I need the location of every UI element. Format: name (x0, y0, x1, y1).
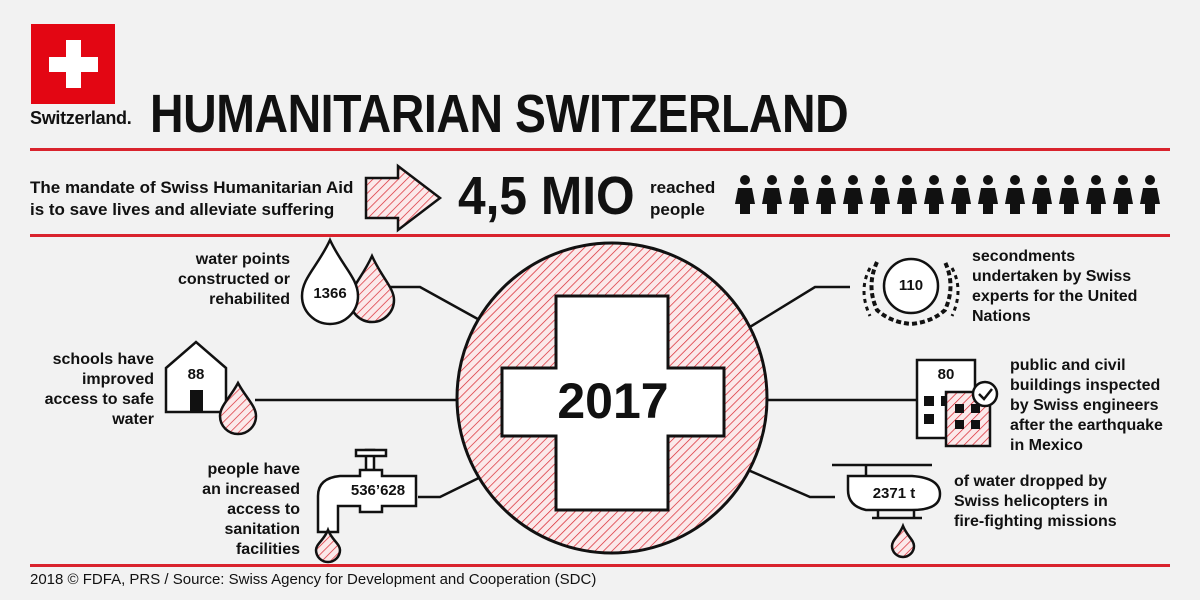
water-points-label: water points constructed or rehabilited (177, 251, 290, 308)
water-dropped-label: of water dropped by Swiss helicopters in f… (954, 473, 1117, 530)
water-drops-icon (300, 237, 396, 326)
divider-middle (30, 234, 1170, 237)
sanitation-label: people have an increased access to sanitati… (202, 461, 300, 558)
center-emblem (455, 241, 769, 555)
buildings-label: public and civil buildings inspected by Sw… (1010, 357, 1163, 454)
helicopter-icon (832, 463, 942, 559)
water-points-value: 1366 (313, 285, 347, 302)
secondments-value: 110 (898, 277, 924, 294)
center-year: 2017 (557, 373, 669, 429)
people-icons (735, 175, 1160, 214)
schools-label: schools have improved access to safe water (44, 351, 154, 428)
swiss-flag-logo (31, 24, 115, 104)
water-dropped-value: 2371 t (872, 485, 916, 502)
page-title: HUMANITARIAN SWITZERLAND (150, 84, 849, 144)
secondments-label: secondments undertaken by Swiss experts fo… (972, 248, 1138, 325)
arrow-icon (364, 163, 443, 233)
reach-value: 4,5 MIO (458, 166, 635, 226)
reach-label: reached people (650, 178, 716, 219)
sanitation-value: 536’628 (350, 482, 406, 499)
mandate-text: The mandate of Swiss Humanitarian Aid is … (30, 178, 354, 219)
tap-icon (314, 448, 418, 564)
buildings-icon (915, 358, 999, 448)
buildings-value: 80 (937, 366, 955, 383)
logo-text: Switzerland. (30, 108, 132, 128)
source-footer: 2018 © FDFA, PRS / Source: Swiss Agency … (30, 571, 597, 588)
connector-lines (255, 285, 945, 499)
divider-top (30, 148, 1170, 151)
schools-value: 88 (187, 366, 205, 383)
divider-bottom (30, 564, 1170, 567)
un-laurel-icon (862, 257, 960, 327)
school-icon (164, 340, 258, 436)
